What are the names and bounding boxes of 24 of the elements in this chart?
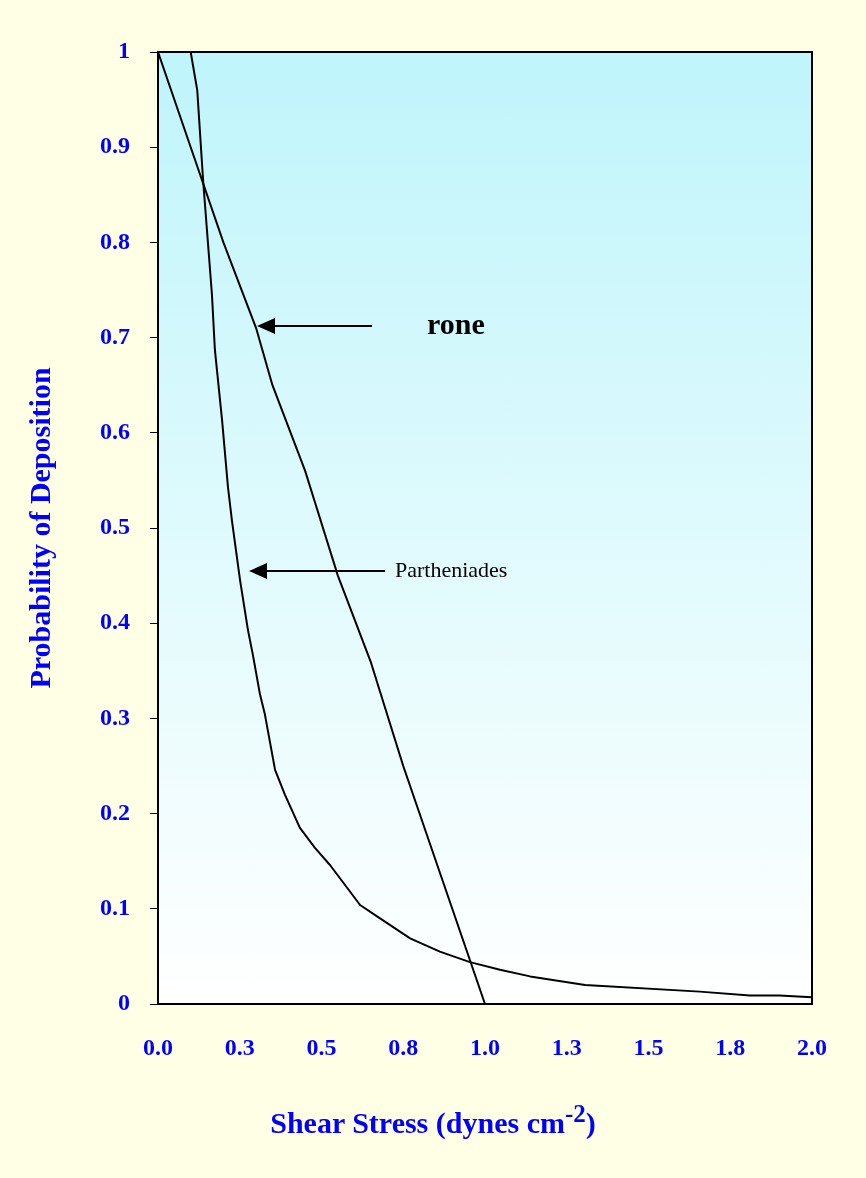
x-axis-title: Shear Stress (dynes cm$^{-2}$) bbox=[269, 1100, 597, 1140]
y-tick-label: 0 bbox=[118, 989, 130, 1016]
x-tick-label: 0.5 bbox=[306, 1033, 337, 1060]
annotation: rone bbox=[427, 306, 485, 340]
x-tick-label: 0.3 bbox=[224, 1033, 255, 1060]
y-tick-label: 0.1 bbox=[100, 894, 130, 920]
y-tick-label: 0.2 bbox=[100, 798, 130, 825]
x-tick-label: 0.8 bbox=[388, 1033, 419, 1060]
y-axis-title: Probability of Deposition bbox=[23, 367, 57, 689]
x-tick-label: 1.5 bbox=[633, 1033, 664, 1060]
x-tick-label: 1.8 bbox=[715, 1033, 746, 1060]
x-tick-label: 1.0 bbox=[470, 1033, 500, 1060]
y-tick-label: 0.8 bbox=[100, 227, 130, 254]
y-tick-label: 0.5 bbox=[100, 513, 130, 540]
y-tick-label: 0.6 bbox=[100, 418, 130, 444]
x-tick-label: 2.0 bbox=[797, 1033, 827, 1060]
x-tick-label: 1.3 bbox=[551, 1033, 582, 1060]
y-tick-label: 0.4 bbox=[100, 608, 130, 635]
y-tick-label: 0.7 bbox=[100, 322, 130, 349]
y-tick-label: 0.9 bbox=[100, 132, 130, 159]
annotation: Partheniades bbox=[395, 556, 508, 582]
y-tick-label: 0.3 bbox=[100, 703, 130, 730]
y-tick-label: 1 bbox=[118, 37, 130, 64]
x-tick-label: 0.0 bbox=[143, 1033, 173, 1060]
